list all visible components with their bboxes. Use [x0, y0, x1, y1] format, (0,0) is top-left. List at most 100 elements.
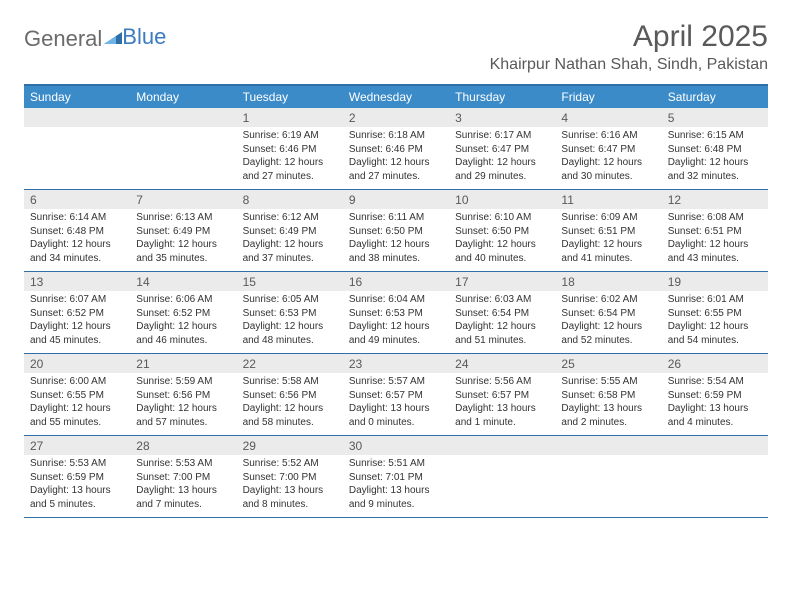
day-number: 29 [237, 436, 343, 455]
day-detail: Sunrise: 6:09 AM Sunset: 6:51 PM Dayligh… [555, 209, 661, 271]
day-number: 13 [24, 272, 130, 291]
day-number: 21 [130, 354, 236, 373]
dow-friday: Friday [555, 86, 661, 108]
day-number: 28 [130, 436, 236, 455]
day-detail [130, 127, 236, 189]
day-detail: Sunrise: 6:05 AM Sunset: 6:53 PM Dayligh… [237, 291, 343, 353]
day-detail: Sunrise: 6:16 AM Sunset: 6:47 PM Dayligh… [555, 127, 661, 189]
day-detail: Sunrise: 6:15 AM Sunset: 6:48 PM Dayligh… [662, 127, 768, 189]
day-detail: Sunrise: 5:51 AM Sunset: 7:01 PM Dayligh… [343, 455, 449, 517]
day-detail: Sunrise: 6:04 AM Sunset: 6:53 PM Dayligh… [343, 291, 449, 353]
day-number: 7 [130, 190, 236, 209]
day-detail: Sunrise: 5:54 AM Sunset: 6:59 PM Dayligh… [662, 373, 768, 435]
dow-monday: Monday [130, 86, 236, 108]
day-detail: Sunrise: 6:19 AM Sunset: 6:46 PM Dayligh… [237, 127, 343, 189]
day-number: 12 [662, 190, 768, 209]
day-detail-row: Sunrise: 6:07 AM Sunset: 6:52 PM Dayligh… [24, 291, 768, 353]
dow-sunday: Sunday [24, 86, 130, 108]
day-detail-row: Sunrise: 6:14 AM Sunset: 6:48 PM Dayligh… [24, 209, 768, 271]
day-number: 11 [555, 190, 661, 209]
day-number: 10 [449, 190, 555, 209]
day-detail: Sunrise: 6:07 AM Sunset: 6:52 PM Dayligh… [24, 291, 130, 353]
brand-part1: General [24, 26, 102, 52]
calendar-grid: Sunday Monday Tuesday Wednesday Thursday… [24, 84, 768, 518]
day-number: 15 [237, 272, 343, 291]
page-header: General Blue April 2025 Khairpur Nathan … [24, 20, 768, 74]
brand-logo: General Blue [24, 20, 166, 52]
day-detail: Sunrise: 6:17 AM Sunset: 6:47 PM Dayligh… [449, 127, 555, 189]
day-detail: Sunrise: 6:01 AM Sunset: 6:55 PM Dayligh… [662, 291, 768, 353]
day-detail: Sunrise: 5:58 AM Sunset: 6:56 PM Dayligh… [237, 373, 343, 435]
day-detail: Sunrise: 5:57 AM Sunset: 6:57 PM Dayligh… [343, 373, 449, 435]
day-number: 14 [130, 272, 236, 291]
day-number: 9 [343, 190, 449, 209]
day-number: 5 [662, 108, 768, 127]
day-number [662, 436, 768, 455]
day-number: 8 [237, 190, 343, 209]
day-number [449, 436, 555, 455]
day-detail: Sunrise: 5:56 AM Sunset: 6:57 PM Dayligh… [449, 373, 555, 435]
day-detail: Sunrise: 6:10 AM Sunset: 6:50 PM Dayligh… [449, 209, 555, 271]
day-number: 6 [24, 190, 130, 209]
brand-part2: Blue [122, 24, 166, 50]
title-block: April 2025 Khairpur Nathan Shah, Sindh, … [490, 20, 768, 74]
day-number-row: 12345 [24, 108, 768, 127]
day-number: 17 [449, 272, 555, 291]
brand-triangle-icon [104, 24, 122, 50]
day-detail [555, 455, 661, 517]
day-detail-row: Sunrise: 6:00 AM Sunset: 6:55 PM Dayligh… [24, 373, 768, 435]
dow-thursday: Thursday [449, 86, 555, 108]
day-number-row: 13141516171819 [24, 272, 768, 291]
week-row: 13141516171819Sunrise: 6:07 AM Sunset: 6… [24, 272, 768, 354]
day-detail: Sunrise: 5:53 AM Sunset: 6:59 PM Dayligh… [24, 455, 130, 517]
day-detail: Sunrise: 6:03 AM Sunset: 6:54 PM Dayligh… [449, 291, 555, 353]
day-detail: Sunrise: 6:14 AM Sunset: 6:48 PM Dayligh… [24, 209, 130, 271]
day-number: 26 [662, 354, 768, 373]
day-detail: Sunrise: 5:59 AM Sunset: 6:56 PM Dayligh… [130, 373, 236, 435]
day-of-week-header: Sunday Monday Tuesday Wednesday Thursday… [24, 86, 768, 108]
weeks-container: 12345Sunrise: 6:19 AM Sunset: 6:46 PM Da… [24, 108, 768, 518]
dow-wednesday: Wednesday [343, 86, 449, 108]
day-number: 16 [343, 272, 449, 291]
day-detail: Sunrise: 6:18 AM Sunset: 6:46 PM Dayligh… [343, 127, 449, 189]
day-detail [24, 127, 130, 189]
day-detail-row: Sunrise: 6:19 AM Sunset: 6:46 PM Dayligh… [24, 127, 768, 189]
day-number-row: 20212223242526 [24, 354, 768, 373]
day-number: 27 [24, 436, 130, 455]
day-number: 18 [555, 272, 661, 291]
day-number [24, 108, 130, 127]
day-number: 22 [237, 354, 343, 373]
day-detail [449, 455, 555, 517]
day-number: 25 [555, 354, 661, 373]
month-title: April 2025 [490, 20, 768, 54]
day-detail: Sunrise: 6:11 AM Sunset: 6:50 PM Dayligh… [343, 209, 449, 271]
day-detail: Sunrise: 5:52 AM Sunset: 7:00 PM Dayligh… [237, 455, 343, 517]
day-detail: Sunrise: 6:08 AM Sunset: 6:51 PM Dayligh… [662, 209, 768, 271]
dow-tuesday: Tuesday [237, 86, 343, 108]
day-detail: Sunrise: 6:06 AM Sunset: 6:52 PM Dayligh… [130, 291, 236, 353]
week-row: 27282930Sunrise: 5:53 AM Sunset: 6:59 PM… [24, 436, 768, 518]
day-number-row: 27282930 [24, 436, 768, 455]
week-row: 6789101112Sunrise: 6:14 AM Sunset: 6:48 … [24, 190, 768, 272]
day-number [130, 108, 236, 127]
day-detail: Sunrise: 5:53 AM Sunset: 7:00 PM Dayligh… [130, 455, 236, 517]
day-detail [662, 455, 768, 517]
day-number: 19 [662, 272, 768, 291]
day-number: 1 [237, 108, 343, 127]
day-number: 2 [343, 108, 449, 127]
day-number-row: 6789101112 [24, 190, 768, 209]
day-number: 24 [449, 354, 555, 373]
day-detail: Sunrise: 6:00 AM Sunset: 6:55 PM Dayligh… [24, 373, 130, 435]
day-number [555, 436, 661, 455]
day-detail: Sunrise: 5:55 AM Sunset: 6:58 PM Dayligh… [555, 373, 661, 435]
week-row: 20212223242526Sunrise: 6:00 AM Sunset: 6… [24, 354, 768, 436]
day-detail-row: Sunrise: 5:53 AM Sunset: 6:59 PM Dayligh… [24, 455, 768, 517]
day-detail: Sunrise: 6:13 AM Sunset: 6:49 PM Dayligh… [130, 209, 236, 271]
dow-saturday: Saturday [662, 86, 768, 108]
calendar-page: General Blue April 2025 Khairpur Nathan … [0, 0, 792, 538]
week-row: 12345Sunrise: 6:19 AM Sunset: 6:46 PM Da… [24, 108, 768, 190]
day-number: 20 [24, 354, 130, 373]
day-number: 23 [343, 354, 449, 373]
day-number: 30 [343, 436, 449, 455]
day-number: 3 [449, 108, 555, 127]
